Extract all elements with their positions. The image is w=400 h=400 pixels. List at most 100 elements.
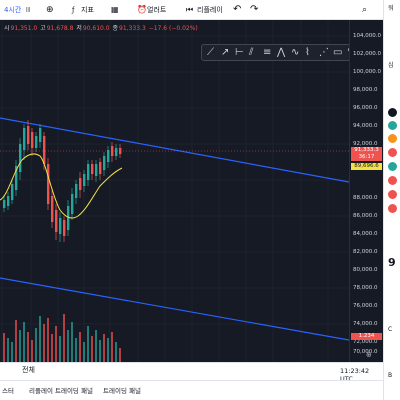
zigzag-tool-icon[interactable]: ⌇: [305, 47, 310, 58]
compare-add-icon[interactable]: ⊕: [46, 5, 54, 15]
tab-replay-trading-panel[interactable]: 리플레이 트레이딩 패널: [29, 387, 93, 395]
price-tick: 74,000.0: [353, 321, 378, 327]
volume-bar: [59, 336, 61, 362]
price-tick: 104,000.0: [353, 33, 381, 39]
price-tick: 96,000.0: [353, 105, 378, 111]
candle-body: [107, 150, 110, 162]
upper-trendline[interactable]: [0, 117, 349, 183]
layout-icon[interactable]: ▦: [111, 5, 119, 14]
coin-icon[interactable]: [388, 108, 397, 117]
close-value: 91,333.3: [119, 25, 146, 32]
candle-body: [7, 196, 10, 206]
coin-icon[interactable]: [388, 176, 397, 185]
coin-icon[interactable]: [388, 148, 397, 157]
volume-bar: [83, 342, 85, 362]
lower-trendline[interactable]: [0, 277, 349, 341]
volume-bar: [115, 342, 117, 362]
high-value: 91,678.8: [46, 25, 74, 32]
alert-icon[interactable]: ⏰: [137, 5, 147, 14]
tab-screener[interactable]: 스터: [2, 387, 14, 395]
coin-icon[interactable]: [388, 121, 397, 130]
open-label: 시: [4, 25, 10, 32]
redo-icon[interactable]: ↷: [250, 4, 259, 15]
candle-body: [103, 156, 106, 170]
tab-trading-panel[interactable]: 트레이딩 패널: [103, 387, 141, 395]
low-label: 저: [76, 25, 82, 32]
trendline-tool-icon[interactable]: ⟋: [207, 47, 214, 58]
bar-countdown-badge: 36:17: [351, 154, 382, 161]
candle-body: [11, 184, 14, 200]
volume-value-badge: 1.234: [351, 333, 382, 340]
candle-body: [31, 132, 34, 148]
close-label: 종: [112, 25, 119, 32]
candle-body: [63, 220, 66, 236]
wave-tool-icon[interactable]: ∿: [291, 47, 300, 58]
rectangle-tool-icon[interactable]: ▭: [333, 47, 343, 58]
low-value: 90,610.0: [82, 25, 110, 32]
interval-selector[interactable]: 4시간: [4, 6, 22, 14]
candle-body: [95, 164, 98, 176]
price-tick: 80,000.0: [353, 267, 378, 273]
ma-value-badge: 89,696.6: [351, 163, 382, 170]
panel-price-text: 9: [388, 256, 396, 269]
panel-header-text: 워: [388, 5, 394, 12]
candle-body: [75, 184, 78, 198]
search-icon[interactable]: ⌕: [362, 5, 368, 15]
alert-button[interactable]: 얼러트: [147, 6, 167, 14]
price-tick: 70,000.0: [353, 349, 378, 355]
fib-tool-icon[interactable]: ≡: [263, 47, 272, 58]
replay-icon[interactable]: ⏮: [186, 5, 194, 14]
price-chart[interactable]: [0, 20, 349, 362]
replay-button[interactable]: 리플레이: [197, 6, 223, 14]
candle-body: [27, 126, 30, 144]
undo-icon[interactable]: ↶: [233, 4, 242, 15]
candle-style-icon[interactable]: ꔖ: [26, 6, 31, 14]
high-label: 고: [40, 25, 46, 32]
volume-bar: [27, 332, 29, 362]
volume-bar: [11, 342, 13, 362]
gann-tool-icon[interactable]: ⋰: [319, 47, 329, 58]
volume-bar: [75, 338, 77, 362]
chart-area[interactable]: 시91,351.0 고91,678.8 저90,610.0 종91,333.3 …: [0, 20, 383, 362]
volume-bar: [71, 322, 73, 362]
coin-icon[interactable]: [388, 134, 397, 143]
volume-bar: [31, 340, 33, 362]
panel-text: 심: [388, 62, 394, 69]
volume-bars: [3, 314, 121, 362]
volume-bar: [111, 332, 113, 362]
parallel-channel-tool-icon[interactable]: ⫽: [249, 47, 254, 58]
price-axis[interactable]: 104,000.0 102,000.0 100,000.0 98,000.0 9…: [349, 20, 383, 362]
utc-clock[interactable]: 11:23:42 UTC: [340, 367, 370, 383]
range-all-button[interactable]: 전체: [22, 366, 35, 374]
indicators-icon[interactable]: ƒ: [72, 6, 75, 14]
candle-body: [111, 146, 114, 156]
open-value: 91,351.0: [10, 25, 38, 32]
volume-bar: [67, 330, 69, 362]
ohlc-legend: 시91,351.0 고91,678.8 저90,610.0 종91,333.3 …: [4, 23, 199, 32]
price-tick: 102,000.0: [353, 51, 381, 57]
candle-body: [115, 148, 118, 156]
pattern-tool-icon[interactable]: ⋀: [277, 47, 286, 58]
coin-icon[interactable]: [388, 204, 397, 213]
candle-body: [43, 136, 46, 164]
volume-bar: [87, 326, 89, 362]
indicators-button[interactable]: 지표: [81, 6, 94, 14]
volume-bar: [39, 316, 41, 362]
price-tick: 76,000.0: [353, 303, 378, 309]
volume-bar: [47, 318, 49, 362]
candle-body: [51, 196, 54, 222]
right-watchlist-panel: 워 심 9 C B: [383, 0, 400, 400]
volume-bar: [23, 322, 25, 362]
volume-bar: [7, 338, 9, 362]
axis-settings-icon[interactable]: ⊕: [366, 351, 372, 359]
coin-icon[interactable]: [388, 162, 397, 171]
horizontal-line-tool-icon[interactable]: ⊢: [235, 47, 244, 58]
volume-bar: [15, 320, 17, 362]
volume-bar: [63, 314, 65, 362]
ray-tool-icon[interactable]: ↗: [221, 47, 230, 58]
candle-body: [83, 174, 86, 186]
volume-bar: [95, 330, 97, 362]
coin-icon[interactable]: [388, 190, 397, 199]
top-toolbar: 4시간 ꔖ ⊕ ƒ 지표 ▦ ⏰ 얼러트 ⏮ 리플레이 ↶ ↷ ⌕: [0, 0, 400, 20]
candle-body: [91, 164, 94, 174]
